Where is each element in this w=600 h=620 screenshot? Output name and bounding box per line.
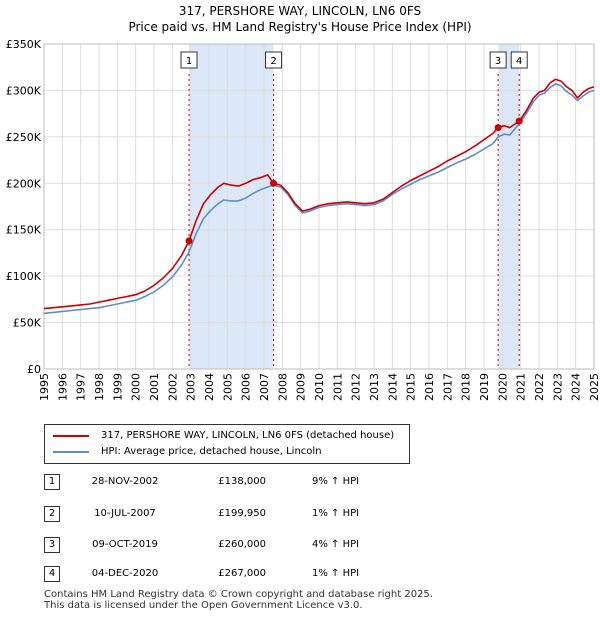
transaction-badge: 4 — [44, 566, 60, 582]
plot-frame — [43, 43, 595, 370]
transaction-hpi: 1% ↑ HPI — [312, 568, 360, 579]
y-tick-label: £350K — [6, 38, 42, 51]
chart-subtitle: Price paid vs. HM Land Registry's House … — [128, 20, 472, 34]
y-tick-label: £50K — [13, 317, 42, 330]
transaction-badge: 3 — [44, 537, 60, 553]
transaction-badge: 2 — [44, 506, 60, 522]
x-tick-label: 2021 — [515, 373, 528, 401]
chart-title: 317, PERSHORE WAY, LINCOLN, LN6 0FS — [178, 4, 422, 18]
sale-badge-label: 1 — [186, 56, 192, 67]
property-price-line — [43, 78, 595, 310]
x-tick-label: 2003 — [185, 373, 198, 401]
hpi-line — [43, 83, 595, 315]
shaded-period — [498, 44, 520, 369]
transaction-price: £260,000 — [218, 539, 266, 550]
x-tick-label: 2025 — [588, 373, 600, 401]
x-tick-label: 2010 — [313, 373, 326, 401]
price-chart: 1995 1996 1997 1998 1999 2000 2001 2002 2003 2004… — [6, 38, 600, 401]
x-tick-label: 1998 — [93, 373, 106, 401]
sale-badge — [489, 51, 507, 69]
x-tick-label: 2018 — [460, 373, 473, 401]
x-tick-label: 2002 — [166, 373, 179, 401]
x-tick-label: 2007 — [258, 373, 271, 401]
y-tick-label: £200K — [6, 177, 42, 190]
legend-swatch-hpi — [53, 451, 89, 453]
sale-point — [515, 117, 523, 125]
y-tick-label: £250K — [6, 131, 42, 144]
x-tick-label: 2013 — [368, 373, 381, 401]
legend-label-property: 317, PERSHORE WAY, LINCOLN, LN6 0FS (det… — [101, 430, 395, 441]
sale-point — [270, 179, 278, 187]
sale-point — [185, 237, 193, 245]
sale-badge-label: 2 — [270, 56, 276, 67]
x-tick-label: 1995 — [38, 373, 51, 401]
x-tick-label: 2001 — [148, 373, 161, 401]
sale-badge — [180, 51, 198, 69]
legend-label-hpi: HPI: Average price, detached house, Linc… — [101, 446, 322, 457]
transaction-hpi: 1% ↑ HPI — [312, 508, 360, 519]
x-tick-label: 1996 — [56, 373, 69, 401]
transaction-date: 09-OCT-2019 — [92, 539, 158, 550]
sale-badge — [265, 51, 283, 69]
transaction-hpi: 4% ↑ HPI — [312, 539, 360, 550]
x-tick-label: 2019 — [478, 373, 491, 401]
x-tick-label: 2005 — [221, 373, 234, 401]
sale-badge-label: 4 — [516, 56, 522, 67]
x-tick-label: 2012 — [350, 373, 363, 401]
transaction-badge: 1 — [44, 474, 60, 490]
transaction-price: £199,950 — [218, 508, 266, 519]
y-tick-label: £0 — [27, 363, 41, 376]
x-tick-label: 2014 — [386, 373, 399, 401]
transaction-price: £138,000 — [218, 476, 266, 487]
x-tick-label: 2022 — [533, 373, 546, 401]
chart-legend: 317, PERSHORE WAY, LINCOLN, LN6 0FS (det… — [44, 424, 410, 464]
transaction-hpi: 9% ↑ HPI — [312, 476, 360, 487]
transaction-date: 04-DEC-2020 — [91, 568, 159, 579]
x-tick-label: 2004 — [203, 373, 216, 401]
transaction-date: 10-JUL-2007 — [94, 508, 156, 519]
x-tick-label: 2015 — [405, 373, 418, 401]
x-tick-label: 1999 — [111, 373, 124, 401]
x-tick-label: 2020 — [496, 373, 509, 401]
sale-point — [494, 124, 502, 132]
y-tick-label: £150K — [6, 224, 42, 237]
transaction-date: 28-NOV-2002 — [91, 476, 159, 487]
legend-swatch-property — [53, 435, 89, 437]
footer-licence: This data is licensed under the Open Gov… — [44, 600, 363, 611]
x-tick-label: 2017 — [441, 373, 454, 401]
transaction-price: £267,000 — [218, 568, 266, 579]
x-tick-label: 2000 — [130, 373, 143, 401]
x-tick-label: 2016 — [423, 373, 436, 401]
x-tick-label: 2011 — [331, 373, 344, 401]
y-tick-label: £100K — [6, 270, 42, 283]
sale-badge-label: 3 — [495, 56, 501, 67]
x-tick-label: 2008 — [276, 373, 289, 401]
x-tick-label: 1997 — [75, 373, 88, 401]
sale-badge — [510, 51, 528, 69]
x-tick-label: 2023 — [551, 373, 564, 401]
x-tick-label: 2009 — [295, 373, 308, 401]
x-tick-label: 2024 — [570, 373, 583, 401]
footer-attribution: Contains HM Land Registry data © Crown c… — [44, 589, 433, 611]
y-tick-label: £300K — [6, 84, 42, 97]
footer-copyright: Contains HM Land Registry data © Crown c… — [44, 589, 433, 600]
x-tick-label: 2006 — [240, 373, 253, 401]
